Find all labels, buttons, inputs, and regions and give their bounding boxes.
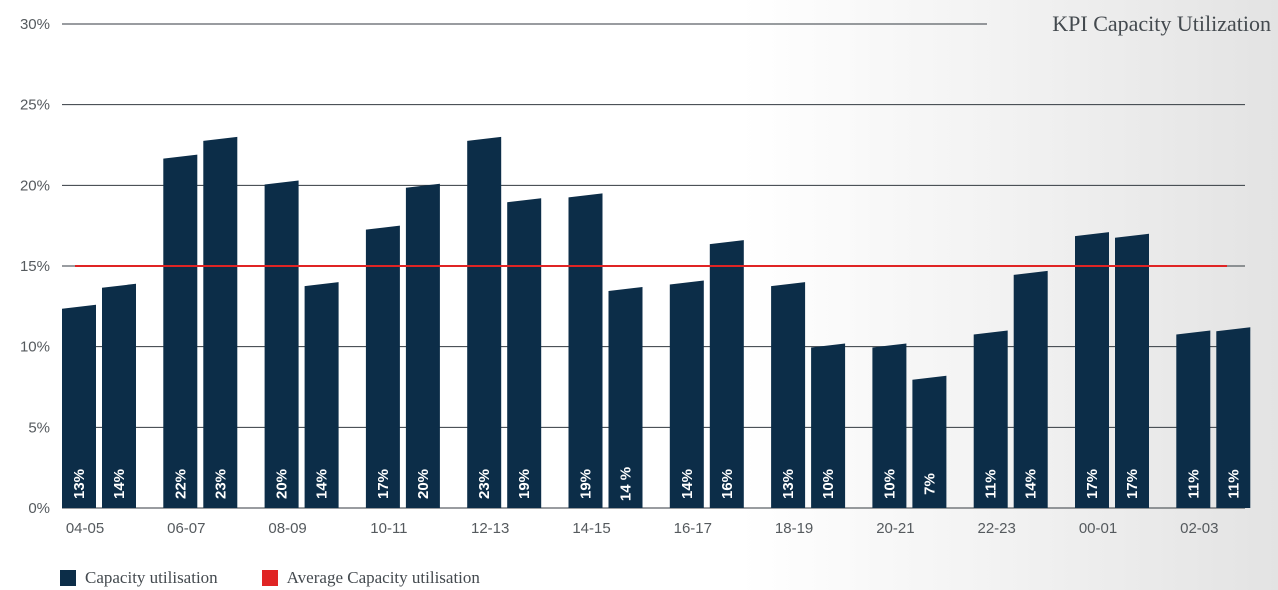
bar [405, 183, 440, 508]
bar-data-label: 14% [111, 469, 128, 499]
legend-item-capacity: Capacity utilisation [60, 568, 218, 588]
y-tick-label: 20% [20, 177, 50, 194]
bar [608, 286, 643, 508]
y-tick-label: 0% [28, 500, 50, 517]
legend-item-average: Average Capacity utilisation [261, 568, 480, 588]
bar-data-label: 11% [1185, 469, 1202, 498]
bar [1115, 233, 1149, 508]
bar [264, 180, 299, 508]
bar-data-label: 22% [172, 469, 189, 499]
y-tick-label: 25% [20, 97, 50, 114]
bar [709, 240, 744, 509]
bar-data-label: 14% [1023, 469, 1040, 499]
bars [62, 136, 1251, 509]
x-axis-ticks: 04-05 06-07 08-09 10-11 12-13 14-15 16-17 18-19… [66, 520, 1219, 537]
bar [304, 282, 339, 508]
y-tick-label: 5% [28, 419, 50, 436]
bar [1216, 327, 1251, 508]
x-tick-label: 08-09 [268, 520, 306, 537]
data-labels: 13% 14% 22% 23% 20% 14% 17% 20% 23% 19% 19% 14 % 14%… [71, 467, 1242, 501]
bar-data-label: 14% [679, 469, 696, 499]
bar-data-label: 11% [983, 469, 1000, 498]
bar-data-label: 13% [71, 469, 88, 499]
x-tick-label: 00-01 [1079, 520, 1117, 537]
bar-data-label: 23% [476, 469, 493, 499]
bar-data-label: 16% [719, 469, 736, 499]
bar-data-label: 17% [375, 469, 392, 499]
chart: 0% 5% 10% 15% 20% 25% 30% 13% 14% 22% 23% 20% 14% 17… [20, 11, 1271, 537]
bar [669, 280, 704, 508]
bar-data-label: 19% [578, 469, 595, 499]
bar-data-label: 14 % [618, 467, 635, 501]
y-tick-label: 15% [20, 258, 50, 275]
bar [203, 136, 238, 508]
x-tick-label: 02-03 [1180, 520, 1218, 537]
bar-data-label: 14% [314, 469, 331, 499]
bar-data-label: 10% [820, 469, 837, 499]
bar-data-label: 7% [921, 473, 938, 495]
bar [102, 283, 136, 508]
bar-data-label: 13% [780, 469, 797, 499]
legend: Capacity utilisation Average Capacity ut… [60, 568, 524, 588]
bar-data-label: 11% [1225, 469, 1242, 498]
bar [1075, 232, 1109, 508]
y-axis-ticks: 0% 5% 10% 15% 20% 25% 30% [20, 16, 50, 517]
x-tick-label: 18-19 [775, 520, 813, 537]
bar [973, 330, 1008, 508]
x-tick-label: 04-05 [66, 520, 104, 537]
x-tick-label: 20-21 [876, 520, 914, 537]
bar-data-label: 17% [1124, 469, 1141, 499]
x-tick-label: 06-07 [167, 520, 205, 537]
legend-label-capacity: Capacity utilisation [85, 568, 218, 587]
x-tick-label: 14-15 [572, 520, 610, 537]
x-tick-label: 10-11 [370, 520, 407, 537]
bar [1176, 330, 1211, 508]
bar [467, 136, 502, 508]
bar-data-label: 10% [881, 469, 898, 499]
x-tick-label: 22-23 [978, 520, 1016, 537]
chart-title: KPI Capacity Utilization [1052, 11, 1271, 36]
bar-data-label: 23% [212, 469, 229, 499]
bar [62, 304, 96, 508]
bar [365, 225, 400, 508]
bar-data-label: 19% [516, 469, 533, 499]
bar-data-label: 17% [1084, 469, 1101, 499]
bar-data-label: 20% [274, 469, 291, 499]
bar [163, 154, 198, 508]
legend-swatch-capacity [60, 570, 76, 586]
bar [771, 282, 806, 508]
bar [872, 343, 907, 508]
bar [811, 343, 846, 508]
x-tick-label: 12-13 [471, 520, 509, 537]
bar [507, 198, 542, 509]
y-tick-label: 30% [20, 16, 50, 33]
bar [912, 375, 947, 508]
bar-data-label: 20% [415, 469, 432, 499]
legend-swatch-average [261, 570, 278, 586]
x-tick-label: 16-17 [674, 520, 712, 537]
legend-label-average: Average Capacity utilisation [286, 568, 480, 587]
bar [568, 193, 603, 508]
bar [1013, 270, 1048, 508]
y-tick-label: 10% [20, 339, 50, 356]
